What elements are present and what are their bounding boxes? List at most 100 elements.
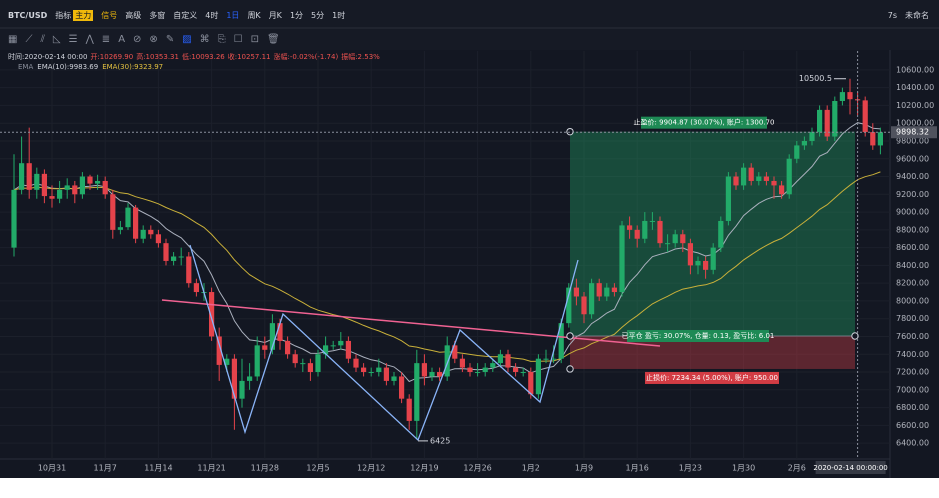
candle-body: [877, 132, 883, 146]
toolbar-item[interactable]: 自定义: [173, 10, 198, 20]
crosshair-label: 2020-02-14 00:00:00: [813, 464, 887, 472]
candle-body: [619, 225, 625, 293]
toolbar-item[interactable]: 1时: [332, 10, 346, 20]
candle-body: [41, 173, 47, 197]
candle-body: [72, 185, 78, 195]
layout-name[interactable]: 未命名: [905, 10, 929, 20]
tool-icon[interactable]: ⟋: [25, 33, 33, 45]
candle-body: [771, 180, 777, 186]
x-tick-label: 12月19: [410, 464, 438, 473]
toolbar-item[interactable]: 高级: [125, 10, 142, 20]
tool-icon[interactable]: ⫽: [40, 33, 45, 45]
tool-icon[interactable]: ▨: [182, 33, 192, 45]
label-bg: [641, 116, 767, 129]
tool-icon[interactable]: 🗑: [267, 33, 280, 45]
candle-body: [558, 323, 564, 359]
y-tick-label: 10200.00: [896, 101, 934, 110]
handle: [566, 365, 574, 373]
candle-body: [505, 354, 511, 368]
tool-icon[interactable]: ⋀: [85, 33, 94, 45]
toolbar-item[interactable]: 5分: [311, 10, 325, 20]
tool-icon[interactable]: ⊡: [250, 33, 260, 45]
x-tick-label: 11月14: [144, 464, 172, 473]
candle-body: [809, 132, 815, 141]
tool-icon[interactable]: A: [118, 33, 126, 45]
tool-icon[interactable]: ✎: [165, 33, 175, 45]
toolbar-bg: [0, 0, 939, 50]
candle-body: [596, 283, 602, 297]
candle-body: [133, 207, 139, 239]
candle-body: [551, 358, 557, 360]
candle-body: [824, 109, 830, 137]
toolbar-item[interactable]: 月K: [268, 10, 282, 20]
candle-body: [657, 220, 663, 244]
x-tick-label: 1月2: [522, 464, 540, 473]
candle-body: [155, 234, 161, 244]
candle-body: [589, 283, 595, 315]
y-tick-label: 8000.00: [896, 296, 929, 305]
candle-body: [79, 176, 85, 195]
tool-icon[interactable]: ⌘: [199, 33, 210, 45]
y-tick-label: 8200.00: [896, 279, 929, 288]
x-tick-label: 11月21: [197, 464, 225, 473]
candle-body: [277, 323, 283, 341]
toolbar-item[interactable]: 周K: [247, 10, 261, 20]
candle-body: [231, 358, 237, 399]
info-amplitude: 振幅:2.53%: [341, 53, 380, 61]
symbol[interactable]: BTC/USD: [8, 10, 48, 20]
candle-body: [725, 176, 731, 221]
timer[interactable]: 7s: [887, 10, 897, 20]
candle-body: [695, 260, 701, 266]
toolbar-item[interactable]: 1分: [289, 10, 304, 20]
y-tick-label: 7000.00: [896, 385, 929, 394]
toolbar-item[interactable]: 信号: [101, 10, 118, 20]
ema30-value: EMA(30):9323.97: [102, 63, 164, 71]
y-tick-label: 8800.00: [896, 225, 929, 234]
candle-body: [376, 367, 382, 373]
candle-body: [57, 189, 63, 199]
candle-body: [566, 287, 572, 324]
candle-body: [307, 363, 313, 373]
indicator-name[interactable]: EMA: [18, 63, 34, 71]
tool-icon[interactable]: ☰: [68, 33, 78, 45]
candle-body: [459, 358, 465, 368]
tool-icon[interactable]: ▦: [8, 33, 18, 45]
x-tick-label: 10月31: [38, 464, 66, 473]
candle-body: [839, 92, 845, 101]
toolbar-item[interactable]: 1日: [226, 10, 240, 20]
tool-icon[interactable]: ☐: [233, 33, 243, 45]
tool-icon[interactable]: ◺: [52, 33, 61, 45]
candle-body: [573, 287, 579, 297]
toolbar-item[interactable]: 多窗: [149, 10, 166, 20]
x-tick-label: 12月26: [463, 464, 491, 473]
candle-body: [817, 109, 823, 133]
candle-body: [611, 287, 617, 293]
candle-body: [779, 185, 785, 195]
candle-body: [437, 372, 443, 377]
candle-body: [581, 296, 587, 315]
candle-body: [543, 358, 549, 360]
toolbar-item[interactable]: 指标: [55, 10, 72, 20]
x-tick-label: 1月16: [626, 464, 649, 473]
candle-body: [338, 340, 344, 346]
candle-body: [34, 173, 40, 190]
candle-body: [535, 358, 541, 395]
toolbar-item[interactable]: 主力: [73, 9, 94, 21]
candle-body: [285, 340, 291, 355]
y-tick-label: 7400.00: [896, 350, 929, 359]
tool-icon[interactable]: ≣: [101, 33, 111, 45]
tool-icon[interactable]: ⎘: [217, 33, 226, 45]
candle-body: [741, 167, 747, 186]
x-tick-label: 12月12: [357, 464, 385, 473]
toolbar-item[interactable]: 4时: [205, 10, 219, 20]
y-tick-label: 6800.00: [896, 403, 929, 412]
zigzag-line: [189, 244, 579, 442]
handle: [566, 332, 574, 340]
drawing-toolbar: ▦ ⟋ ⫽ ◺ ☰ ⋀ ≣ A ⊘ ⊗ ✎ ▨ ⌘ ⎘ ☐ ⊡ 🗑: [0, 31, 939, 47]
y-tick-label: 10600.00: [896, 65, 934, 74]
candle-body: [634, 229, 640, 239]
candle-body: [110, 194, 116, 230]
candle-body: [475, 372, 481, 374]
tool-icon[interactable]: ⊘: [133, 33, 142, 45]
tool-icon[interactable]: ⊗: [149, 33, 158, 45]
